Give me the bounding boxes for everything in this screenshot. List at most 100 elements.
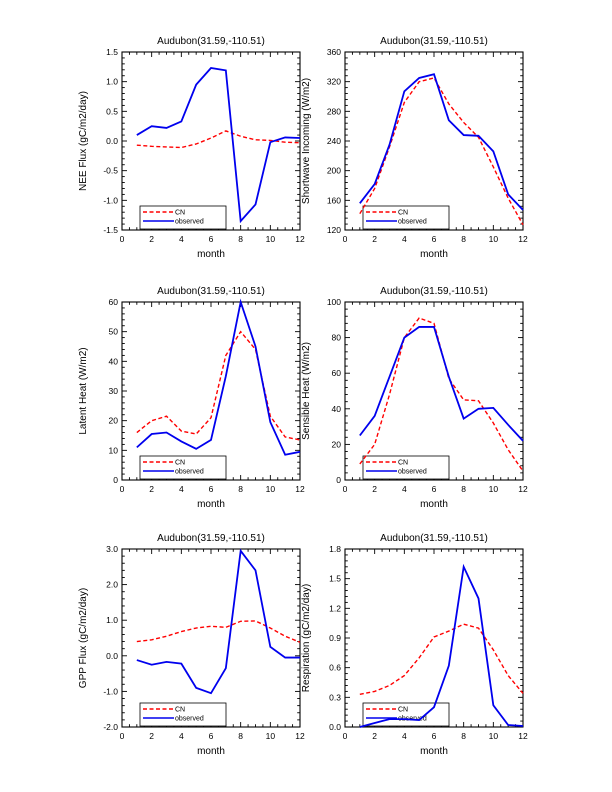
series-CN-line (136, 330, 301, 441)
y-tick-label: 40 (109, 356, 119, 366)
y-tick-label: 0 (336, 475, 341, 485)
x-tick-label: 10 (489, 484, 499, 494)
x-tick-label: 0 (120, 484, 125, 494)
x-tick-label: 6 (432, 731, 437, 741)
series-observed-line (136, 548, 300, 695)
x-ticks (344, 549, 524, 727)
y-tick-label: 2.0 (106, 580, 118, 590)
chart-title: Audubon(31.59,-110.51) (157, 533, 265, 544)
y-tick-label: 3.0 (106, 544, 118, 554)
y-tick-label: 0.3 (329, 692, 341, 702)
x-tick-label: 2 (149, 484, 154, 494)
y-tick-label: -0.5 (103, 166, 118, 176)
x-tick-label: 8 (461, 484, 466, 494)
chart-title: Audubon(31.59,-110.51) (157, 36, 265, 47)
x-tick-label: 12 (295, 484, 305, 494)
x-axis-label: month (197, 499, 225, 510)
panel-nee-flux: Audubon(31.59,-110.51) month NEE Flux (gC/… (60, 30, 330, 280)
series-observed-line (359, 563, 524, 728)
plot-frame (344, 548, 524, 728)
chart-respiration: Audubon(31.59,-110.51) month Respiration (… (301, 533, 528, 757)
x-tick-label: 10 (489, 234, 499, 244)
y-tick-label: -1.0 (103, 686, 118, 696)
series-observed-line (359, 73, 524, 211)
x-tick-label: 12 (518, 731, 528, 741)
panel-respiration: Audubon(31.59,-110.51) month Respiration (… (283, 527, 553, 777)
x-ticks (121, 302, 301, 480)
series-observed-line (359, 326, 524, 442)
chart-shortwave-incoming: Audubon(31.59,-110.51) month Shortwave Inc… (301, 36, 528, 260)
x-tick-label: 4 (179, 484, 184, 494)
y-ticks (345, 548, 523, 728)
panel-gpp-flux: Audubon(31.59,-110.51) month GPP Flux (gC/… (60, 527, 330, 777)
y-tick-label: 1.0 (106, 77, 118, 87)
chart-latent-heat: Audubon(31.59,-110.51) month Latent Heat (… (78, 286, 305, 510)
y-tick-label: 200 (327, 166, 341, 176)
plot-frame (344, 51, 524, 231)
x-tick-label: 10 (266, 731, 276, 741)
y-tick-label: 20 (332, 439, 342, 449)
y-tick-label: 20 (109, 416, 119, 426)
y-ticks (345, 301, 523, 481)
chart-sensible-heat: Audubon(31.59,-110.51) month Sensible Heat… (301, 286, 528, 510)
x-tick-label: 2 (149, 731, 154, 741)
x-tick-label: 8 (238, 484, 243, 494)
series-observed-line (136, 67, 301, 224)
y-tick-label: 0.0 (106, 136, 118, 146)
x-tick-label: 8 (461, 731, 466, 741)
legend-entry-label: CN (175, 210, 185, 217)
x-tick-label: 8 (238, 234, 243, 244)
x-tick-label: 0 (120, 731, 125, 741)
x-tick-label: 4 (179, 234, 184, 244)
y-tick-label: 280 (327, 106, 341, 116)
series-CN-line (359, 317, 524, 472)
x-tick-label: 2 (372, 234, 377, 244)
y-tick-label: 1.5 (106, 47, 118, 57)
x-tick-label: 10 (266, 484, 276, 494)
x-tick-label: 2 (149, 234, 154, 244)
y-axis-label: Latent Heat (W/m2) (78, 347, 89, 434)
x-tick-label: 8 (461, 234, 466, 244)
y-axis-label: Shortwave Incoming (W/m2) (301, 78, 312, 204)
y-tick-label: 0.0 (106, 651, 118, 661)
legend-entry-label: observed (175, 469, 204, 476)
panel-latent-heat: Audubon(31.59,-110.51) month Latent Heat (… (60, 280, 330, 530)
y-axis-label: NEE Flux (gC/m2/day) (78, 91, 89, 191)
legend: CN observed (139, 702, 227, 727)
x-tick-label: 10 (266, 234, 276, 244)
series-observed-line (136, 298, 301, 456)
legend: CN observed (139, 455, 227, 480)
y-tick-label: 240 (327, 136, 341, 146)
series-CN-line (136, 130, 301, 149)
legend-entry-label: CN (398, 460, 408, 467)
x-tick-label: 12 (518, 484, 528, 494)
x-tick-label: 4 (402, 731, 407, 741)
legend: CN observed (362, 205, 450, 230)
y-tick-label: -1.5 (103, 225, 118, 235)
x-tick-label: 2 (372, 731, 377, 741)
y-tick-label: 60 (332, 368, 342, 378)
chart-title: Audubon(31.59,-110.51) (380, 36, 488, 47)
y-ticks (122, 51, 300, 231)
legend-entry-label: CN (175, 460, 185, 467)
x-tick-label: 8 (238, 731, 243, 741)
legend: CN observed (139, 205, 227, 230)
x-tick-label: 6 (209, 731, 214, 741)
y-tick-label: -2.0 (103, 722, 118, 732)
x-tick-label: 6 (432, 484, 437, 494)
plot-frame (121, 301, 301, 481)
legend-entry-label: observed (175, 219, 204, 226)
x-tick-label: 6 (209, 484, 214, 494)
y-tick-label: 0.0 (329, 722, 341, 732)
x-tick-label: 12 (518, 234, 528, 244)
legend-box (139, 702, 227, 727)
x-axis-label: month (420, 746, 448, 757)
y-tick-label: 320 (327, 77, 341, 87)
x-tick-label: 4 (402, 484, 407, 494)
x-tick-label: 10 (489, 731, 499, 741)
y-tick-label: 1.2 (329, 603, 341, 613)
y-tick-label: 1.8 (329, 544, 341, 554)
legend-box (139, 455, 227, 480)
y-tick-label: 80 (332, 333, 342, 343)
panel-shortwave-incoming: Audubon(31.59,-110.51) month Shortwave Inc… (283, 30, 553, 280)
